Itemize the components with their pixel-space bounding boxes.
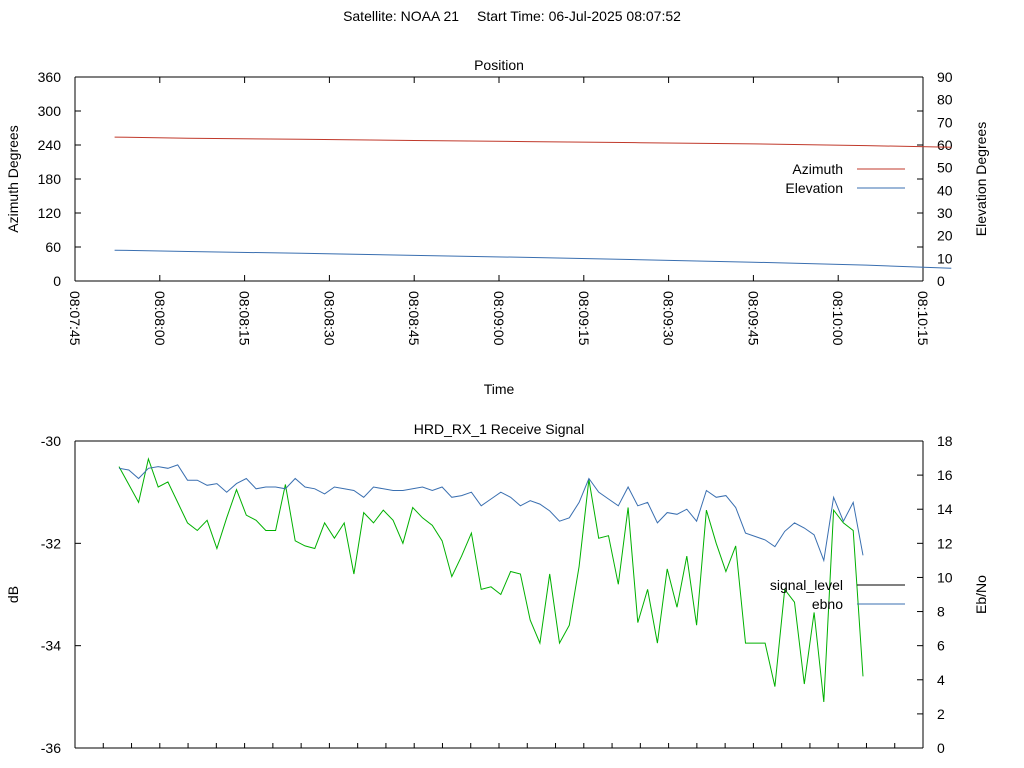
- y2-tick-label: 18: [937, 433, 953, 449]
- y2-tick-label: 20: [937, 228, 953, 244]
- satellite-label: Satellite: NOAA 21: [343, 8, 460, 24]
- y-tick-label: 180: [38, 171, 62, 187]
- series-signal_level-line: [118, 457, 864, 703]
- y2-tick-label: 14: [937, 501, 953, 517]
- x-tick-label: 08:07:45: [67, 291, 83, 346]
- start-time-label: Start Time: 06-Jul-2025 08:07:52: [477, 8, 681, 24]
- x-tick-label: 08:09:45: [745, 291, 761, 346]
- y2-axis-label: Elevation Degrees: [973, 122, 989, 236]
- y2-tick-label: 0: [937, 273, 945, 289]
- y2-tick-label: 16: [937, 467, 953, 483]
- y2-tick-label: 80: [937, 92, 953, 108]
- legend-label: Azimuth: [792, 161, 843, 177]
- y-axis-label: dB: [5, 586, 21, 603]
- y2-tick-label: 10: [937, 250, 953, 266]
- x-tick-label: 08:09:00: [491, 291, 507, 346]
- y-tick-label: 360: [38, 69, 62, 85]
- position-plot: Position 0 60 120 180 240 300 360 0 10 20 30 40 50 60 7…: [5, 57, 989, 397]
- x-tick-label: 08:08:30: [321, 291, 337, 346]
- x-tick-label: 08:08:45: [406, 291, 422, 346]
- x-tick-label: 08:08:15: [237, 291, 253, 346]
- y-tick-label: 0: [53, 273, 61, 289]
- y2-tick-label: 70: [937, 114, 953, 130]
- y2-tick-label: 2: [937, 706, 945, 722]
- legend-label: Elevation: [785, 180, 843, 196]
- y2-tick-label: 90: [937, 69, 953, 85]
- y2-axis-label: Eb/No: [973, 575, 989, 614]
- y2-tick-label: 50: [937, 160, 953, 176]
- y2-tick-label: 12: [937, 535, 953, 551]
- legend-label: ebno: [812, 596, 843, 612]
- y-tick-label: -32: [41, 535, 61, 551]
- y-axis-label: Azimuth Degrees: [5, 125, 21, 232]
- x-tick-label: 08:10:00: [830, 291, 846, 346]
- x-tick-label: 08:09:15: [576, 291, 592, 346]
- y2-tick-label: 10: [937, 569, 953, 585]
- x-tick-label: 08:09:30: [661, 291, 677, 346]
- y2-tick-label: 6: [937, 638, 945, 654]
- y-tick-label: -34: [41, 638, 61, 654]
- y2-tick-label: 60: [937, 137, 953, 153]
- y-tick-label: 120: [38, 205, 62, 221]
- series-ebno-line: [118, 464, 864, 563]
- legend-label: signal_level: [770, 577, 843, 593]
- y-tick-label: -30: [41, 433, 61, 449]
- x-axis-label: Time: [484, 381, 515, 397]
- y2-tick-label: 40: [937, 182, 953, 198]
- x-tick-label: 08:10:15: [915, 291, 931, 346]
- y-tick-label: 300: [38, 103, 62, 119]
- y-tick-label: -36: [41, 740, 61, 756]
- signal-plot: HRD_RX_1 Receive Signal -36 -34 -32 -30 0 2 4 6 8…: [5, 421, 989, 756]
- x-tick-label: 08:08:00: [152, 291, 168, 346]
- series-elevation-line: [114, 249, 952, 269]
- position-title: Position: [474, 57, 524, 73]
- y2-tick-label: 8: [937, 604, 945, 620]
- y-tick-label: 60: [45, 239, 61, 255]
- figure-suptitle: Satellite: NOAA 21 Start Time: 06-Jul-202…: [0, 8, 1024, 24]
- y2-tick-label: 4: [937, 672, 945, 688]
- series-azimuth-line: [114, 136, 952, 148]
- signal-title: HRD_RX_1 Receive Signal: [414, 421, 584, 437]
- y2-tick-label: 0: [937, 740, 945, 756]
- y2-tick-label: 30: [937, 205, 953, 221]
- y-tick-label: 240: [38, 137, 62, 153]
